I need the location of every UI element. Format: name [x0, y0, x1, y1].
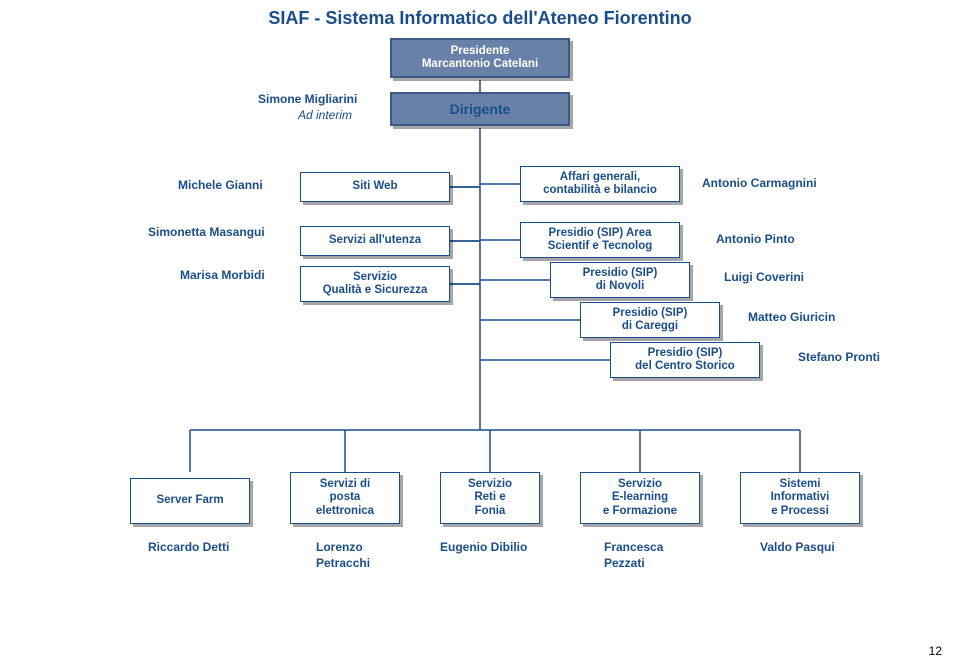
org-box-line: e Formazione: [603, 505, 677, 518]
org-box-servutenza: Servizi all'utenza: [300, 226, 450, 256]
org-box-line: Servizio: [353, 271, 397, 284]
org-box-line: Presidio (SIP): [583, 267, 658, 280]
org-box-line: di Careggi: [622, 320, 678, 333]
person-label: Matteo Giuricin: [748, 310, 835, 324]
dirigente-text: Dirigente: [450, 101, 511, 117]
org-box-siparea: Presidio (SIP) AreaScientif e Tecnolog: [520, 222, 680, 258]
dirigente-box: Dirigente: [390, 92, 570, 126]
org-box-reti: ServizioReti eFonia: [440, 472, 540, 524]
person-label: Pezzati: [604, 556, 645, 570]
person-label: Riccardo Detti: [148, 540, 229, 554]
org-box-line: Sistemi: [780, 478, 821, 491]
person-label: Valdo Pasqui: [760, 540, 835, 554]
org-box-line: Reti e: [474, 491, 505, 504]
org-box-line: Servizi all'utenza: [329, 234, 421, 247]
org-box-line: Server Farm: [156, 494, 223, 507]
org-box-line: Siti Web: [352, 180, 397, 193]
person-label: Antonio Carmagnini: [702, 176, 817, 190]
org-box-sipcareggi: Presidio (SIP)di Careggi: [580, 302, 720, 338]
org-box-line: del Centro Storico: [635, 360, 735, 373]
org-box-sipcentro: Presidio (SIP)del Centro Storico: [610, 342, 760, 378]
org-box-line: posta: [330, 491, 361, 504]
org-box-line: Scientif e Tecnolog: [548, 240, 653, 253]
person-label: Michele Gianni: [178, 178, 263, 192]
person-label: Francesca: [604, 540, 663, 554]
org-box-line: Fonia: [475, 505, 506, 518]
org-box-line: Servizi di: [320, 478, 371, 491]
org-box-posta: Servizi dipostaelettronica: [290, 472, 400, 524]
person-label: Petracchi: [316, 556, 370, 570]
org-box-sipnovoli: Presidio (SIP)di Novoli: [550, 262, 690, 298]
dirigente-role: Ad interim: [298, 108, 352, 122]
org-box-server: Server Farm: [130, 478, 250, 524]
dirigente-person: Simone Migliarini: [258, 92, 357, 106]
org-box-line: Servizio: [468, 478, 512, 491]
org-box-line: elettronica: [316, 505, 374, 518]
person-label: Marisa Morbidi: [180, 268, 265, 282]
person-label: Stefano Pronti: [798, 350, 880, 364]
president-title: Presidente: [451, 45, 510, 58]
org-box-line: E-learning: [612, 491, 668, 504]
org-box-sistemi: SistemiInformativie Processi: [740, 472, 860, 524]
org-box-line: Servizio: [618, 478, 662, 491]
org-box-line: Presidio (SIP): [613, 307, 688, 320]
person-label: Luigi Coverini: [724, 270, 804, 284]
org-box-line: e Processi: [771, 505, 829, 518]
person-label: Simonetta Masangui: [148, 225, 265, 239]
org-box-line: Presidio (SIP) Area: [548, 227, 651, 240]
page-title: SIAF - Sistema Informatico dell'Ateneo F…: [0, 8, 960, 29]
org-box-affari: Affari generali,contabilità e bilancio: [520, 166, 680, 202]
president-box: Presidente Marcantonio Catelani: [390, 38, 570, 78]
org-box-line: Presidio (SIP): [648, 347, 723, 360]
org-box-line: Qualità e Sicurezza: [323, 284, 428, 297]
page-number: 12: [929, 644, 942, 658]
person-label: Antonio Pinto: [716, 232, 795, 246]
person-label: Lorenzo: [316, 540, 363, 554]
org-box-elearn: ServizioE-learninge Formazione: [580, 472, 700, 524]
org-box-line: di Novoli: [596, 280, 645, 293]
org-box-line: contabilità e bilancio: [543, 184, 657, 197]
org-box-line: Informativi: [771, 491, 830, 504]
org-box-sitiweb: Siti Web: [300, 172, 450, 202]
org-box-qualita: ServizioQualità e Sicurezza: [300, 266, 450, 302]
president-name: Marcantonio Catelani: [422, 58, 538, 71]
org-box-line: Affari generali,: [560, 171, 641, 184]
person-label: Eugenio Dibilio: [440, 540, 527, 554]
